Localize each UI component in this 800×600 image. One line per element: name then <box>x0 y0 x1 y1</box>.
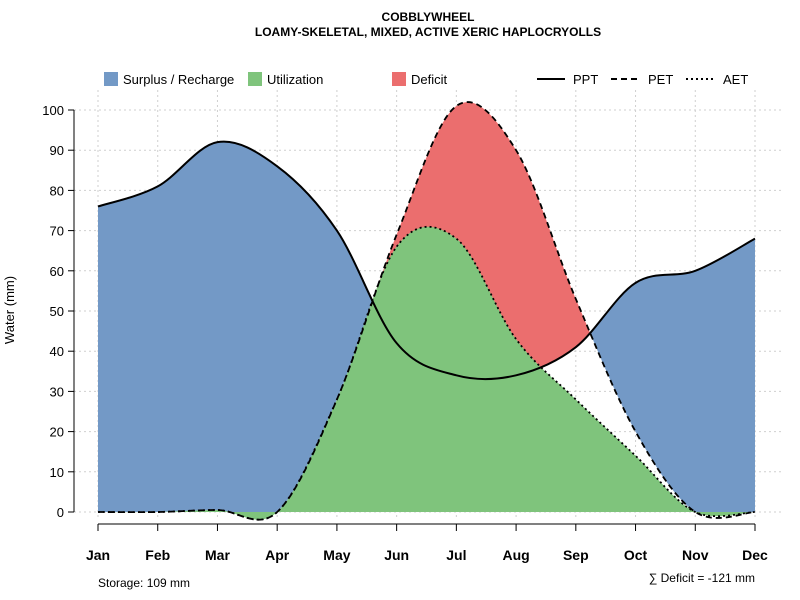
x-tick-label: Aug <box>502 547 529 563</box>
y-tick-label: 0 <box>57 505 64 520</box>
y-axis: 0 10 20 30 40 50 60 70 80 90 100 <box>42 103 75 520</box>
y-tick-label: 70 <box>50 224 64 239</box>
legend: Surplus / Recharge Utilization Deficit P… <box>104 72 748 87</box>
legend-swatch-surplus <box>104 72 118 86</box>
y-tick-label: 10 <box>50 465 64 480</box>
y-tick-label: 30 <box>50 384 64 399</box>
storage-note: Storage: 109 mm <box>98 576 190 590</box>
legend-label-utilization: Utilization <box>267 72 323 87</box>
legend-swatch-utilization <box>248 72 262 86</box>
legend-label-ppt: PPT <box>573 72 598 87</box>
legend-label-surplus: Surplus / Recharge <box>123 72 234 87</box>
y-axis-title: Water (mm) <box>2 276 17 344</box>
deficit-note: ∑ Deficit = -121 mm <box>649 571 755 585</box>
x-tick-label: Dec <box>742 547 768 563</box>
legend-label-aet: AET <box>723 72 748 87</box>
x-tick-label: Nov <box>682 547 709 563</box>
y-tick-label: 60 <box>50 264 64 279</box>
x-axis: Jan Feb Mar Apr May Jun Jul Aug Sep Oct Nov Dec <box>86 523 768 563</box>
y-tick-label: 80 <box>50 183 64 198</box>
y-tick-label: 40 <box>50 344 64 359</box>
x-tick-label: Oct <box>624 547 648 563</box>
x-tick-label: Sep <box>563 547 589 563</box>
x-tick-label: Jan <box>86 547 110 563</box>
y-tick-label: 90 <box>50 143 64 158</box>
y-tick-label: 100 <box>42 103 64 118</box>
x-tick-label: Feb <box>145 547 170 563</box>
x-tick-label: Apr <box>265 547 290 563</box>
area-utilization <box>98 226 755 520</box>
chart-title: COBBLYWHEEL <box>382 10 475 24</box>
x-tick-label: Jun <box>384 547 409 563</box>
x-tick-label: May <box>323 547 350 563</box>
chart-subtitle: LOAMY-SKELETAL, MIXED, ACTIVE XERIC HAPL… <box>255 25 601 39</box>
line-ppt <box>97 140 756 381</box>
plot-areas <box>98 102 755 520</box>
legend-label-deficit: Deficit <box>411 72 448 87</box>
plot-lines <box>97 101 756 521</box>
legend-swatch-deficit <box>392 72 406 86</box>
x-tick-label: Mar <box>205 547 230 563</box>
chart-titles: COBBLYWHEEL LOAMY-SKELETAL, MIXED, ACTIV… <box>255 10 601 39</box>
x-tick-label: Jul <box>446 547 466 563</box>
legend-label-pet: PET <box>648 72 673 87</box>
y-tick-label: 50 <box>50 304 64 319</box>
y-tick-label: 20 <box>50 425 64 440</box>
